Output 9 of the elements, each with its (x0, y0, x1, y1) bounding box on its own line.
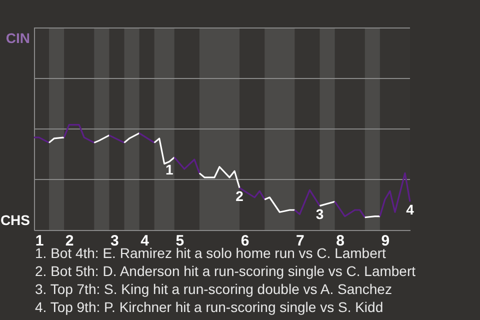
annotation: 2 (236, 188, 244, 204)
annotation: 3 (316, 206, 324, 222)
annotation: 1 (165, 162, 174, 178)
text: 4. Top 9th: P. Kirchner hit a run-scoring single vs S. Kidd (35, 298, 384, 316)
text: CHS (0, 212, 30, 228)
text: 3. Top 7th: S. King hit a run-scoring double vs A. Sanchez (35, 280, 393, 298)
annotation: 4 (406, 202, 414, 218)
text: 2. Bot 5th: D. Anderson hit a run-scoring single vs C. Lambert (35, 262, 416, 280)
text: CIN (6, 30, 30, 46)
